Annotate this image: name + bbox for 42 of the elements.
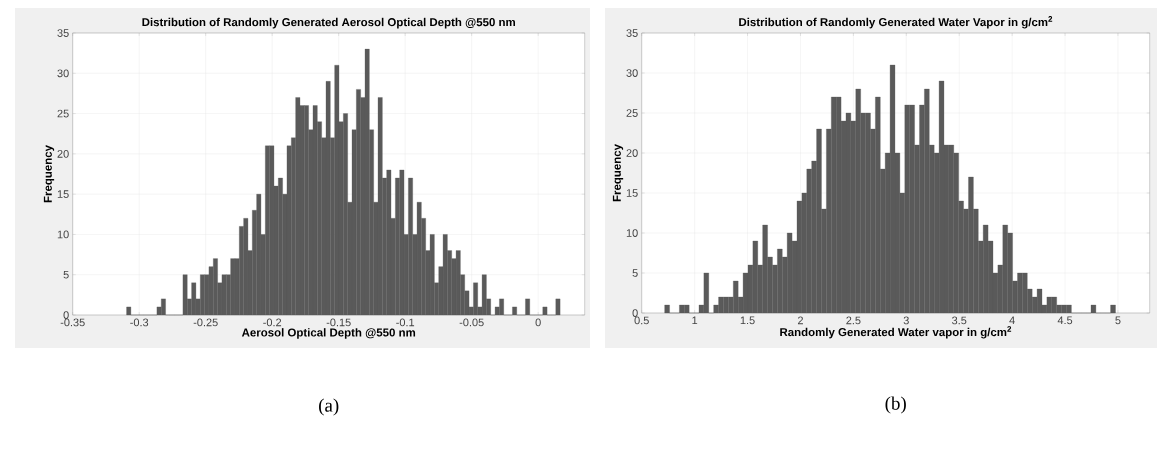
y-tick-label: 0 <box>632 309 638 317</box>
x-tick-label: 3.5 <box>952 316 967 325</box>
y-tick-label: 10 <box>57 230 69 239</box>
x-tick-label: -0.2 <box>263 318 282 327</box>
y-tick-label: 35 <box>57 29 69 37</box>
chart-title: Distribution of Randomly Generated Water Vapor in g/cm$^{2}$ <box>739 16 1053 29</box>
x-tick-label: 4.5 <box>1057 316 1073 325</box>
y-tick-label: 5 <box>63 270 69 279</box>
y-tick-label: 30 <box>626 69 638 77</box>
x-tick-label: 1.5 <box>740 316 755 325</box>
x-tick-label: 0 <box>535 318 541 327</box>
x-tick-label: -0.25 <box>193 318 218 327</box>
x-tick-label: -0.1 <box>396 318 415 327</box>
y-tick-label: 15 <box>626 189 638 197</box>
x-tick-label: 3 <box>903 316 909 325</box>
y-tick-label: 30 <box>57 69 69 78</box>
x-tick-label: 2 <box>797 316 803 325</box>
x-tick-label: 5 <box>1115 316 1121 325</box>
x-tick-label: -0.05 <box>459 318 484 327</box>
x-tick-label: 0.5 <box>634 316 649 325</box>
y-tick-label: 25 <box>626 109 638 117</box>
y-axis-title: Frequency <box>612 144 624 202</box>
y-tick-label: 25 <box>57 109 69 118</box>
y-tick-label: 15 <box>57 190 69 198</box>
x-axis-title: Randomly Generated Water vapor in g/cm$^{2}$ <box>780 326 1012 339</box>
y-tick-label: 35 <box>626 29 638 37</box>
y-tick-label: 20 <box>57 149 69 158</box>
x-tick-label: -0.3 <box>130 318 149 327</box>
y-tick-label: 0 <box>63 311 69 319</box>
y-axis-title: Frequency <box>43 145 55 203</box>
x-tick-label: -0.35 <box>60 318 85 327</box>
text: (b) <box>885 396 906 414</box>
y-tick-label: 10 <box>626 229 638 237</box>
x-tick-label: -0.15 <box>326 318 351 327</box>
y-tick-label: 5 <box>632 269 638 277</box>
y-tick-label: 20 <box>626 149 638 157</box>
x-tick-label: 1 <box>692 316 698 325</box>
text: (a) <box>319 398 339 416</box>
chart-title: Distribution of Randomly Generated Aerosol Optical Depth @550 nm <box>142 17 515 29</box>
x-tick-label: 4 <box>1009 316 1015 325</box>
x-axis-title: Aerosol Optical Depth @550 nm <box>241 328 416 339</box>
x-tick-label: 2.5 <box>846 316 861 325</box>
